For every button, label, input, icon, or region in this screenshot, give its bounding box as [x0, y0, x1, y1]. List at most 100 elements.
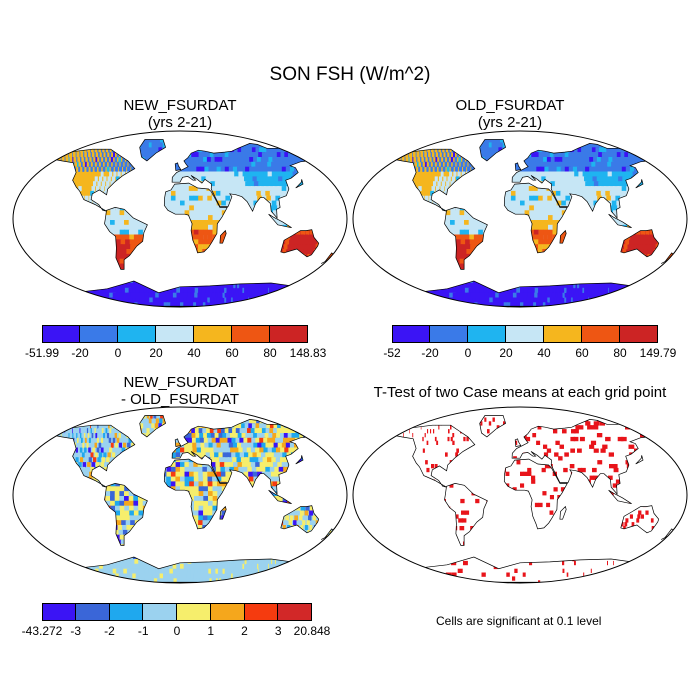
grid-cell: [506, 200, 512, 206]
grid-cell: [645, 229, 650, 235]
grid-cell: [252, 195, 259, 201]
grid-cell: [284, 244, 288, 250]
grid-cell: [119, 229, 126, 235]
grid-cell: [198, 239, 203, 245]
grid-cell: [172, 287, 177, 293]
grid-cell: [590, 186, 597, 192]
grid-cell: [568, 152, 575, 158]
grid-cell: [209, 176, 216, 182]
grid-cell: [457, 171, 461, 177]
grid-cell: [302, 152, 312, 158]
grid-cell: [145, 142, 149, 148]
grid-cell: [316, 273, 318, 279]
grid-cell: [531, 152, 536, 158]
grid-cell: [228, 186, 235, 192]
grid-cell: [235, 176, 242, 182]
grid-cell: [113, 171, 117, 177]
grid-cell: [445, 152, 448, 158]
grid-cell: [395, 287, 404, 293]
grid-cell: [170, 200, 176, 206]
grid-cell: [531, 157, 537, 163]
grid-cell: [261, 152, 269, 158]
grid-cell: [557, 215, 563, 221]
grid-cell: [652, 273, 654, 279]
grid-cell: [540, 297, 544, 303]
grid-cell: [250, 186, 257, 192]
grid-cell: [202, 239, 208, 245]
grid-cell: [607, 171, 615, 177]
grid-cell: [603, 171, 610, 177]
grid-cell: [103, 176, 107, 182]
grid-cell: [295, 147, 304, 153]
grid-cell: [432, 171, 436, 177]
grid-cell: [520, 190, 525, 197]
grid-cell: [456, 176, 460, 182]
grid-cell: [77, 297, 86, 303]
grid-cell: [600, 190, 607, 197]
grid-cell: [227, 287, 230, 293]
grid-cell: [610, 195, 617, 201]
grid-cell: [265, 166, 273, 172]
grid-cell: [405, 142, 407, 148]
grid-cell: [135, 287, 142, 293]
grid-cell: [111, 302, 118, 307]
grid-cell: [65, 302, 75, 307]
grid-cell: [104, 147, 106, 153]
grid-cell: [192, 166, 198, 172]
grid-cell: [475, 297, 482, 303]
grid-cell: [596, 176, 603, 182]
grid-cell: [180, 302, 184, 307]
grid-cell: [115, 258, 122, 264]
grid-cell: [271, 297, 273, 303]
grid-cell: [597, 292, 599, 298]
grid-cell: [538, 287, 542, 293]
grid-cell: [169, 287, 174, 293]
grid-cell: [648, 283, 650, 289]
grid-cell: [77, 161, 79, 167]
grid-cell: [207, 200, 213, 206]
grid-cell: [199, 302, 203, 307]
grid-cell: [459, 215, 465, 221]
grid-cell: [312, 239, 317, 245]
grid-cell: [549, 287, 553, 293]
grid-cell: [478, 220, 484, 226]
grid-cell: [656, 278, 658, 284]
grid-cell: [598, 181, 605, 187]
grid-cell: [456, 152, 459, 158]
grid-cell: [292, 292, 294, 298]
grid-cell: [265, 176, 272, 182]
grid-cell: [581, 157, 588, 163]
grid-cell: [110, 157, 114, 163]
grid-cell: [234, 171, 241, 177]
grid-cell: [440, 171, 444, 177]
grid-cell: [577, 283, 580, 289]
grid-cell: [626, 139, 635, 143]
grid-cell: [205, 171, 211, 177]
grid-cell: [288, 244, 292, 250]
grid-cell: [72, 152, 73, 158]
grid-cell: [609, 190, 616, 197]
grid-cell: [183, 302, 187, 307]
grid-cell: [92, 161, 95, 167]
grid-cell: [269, 176, 276, 182]
grid-cell: [130, 283, 137, 289]
grid-cell: [269, 152, 277, 158]
grid-cell: [260, 287, 262, 293]
grid-cell: [194, 152, 200, 158]
grid-cell: [542, 244, 548, 250]
grid-cell: [60, 152, 62, 158]
grid-cell: [602, 181, 609, 187]
grid-cell: [68, 147, 69, 153]
grid-cell: [597, 287, 599, 293]
grid-cell: [399, 292, 408, 298]
grid-cell: [203, 215, 209, 221]
grid-cell: [306, 244, 310, 250]
grid-cell: [450, 166, 454, 172]
grid-cell: [400, 147, 402, 153]
grid-cell: [582, 171, 589, 177]
grid-cell: [175, 205, 181, 211]
grid-cell: [600, 287, 602, 293]
grid-cell: [187, 157, 193, 163]
grid-cell: [662, 166, 671, 172]
grid-cell: [506, 205, 512, 211]
